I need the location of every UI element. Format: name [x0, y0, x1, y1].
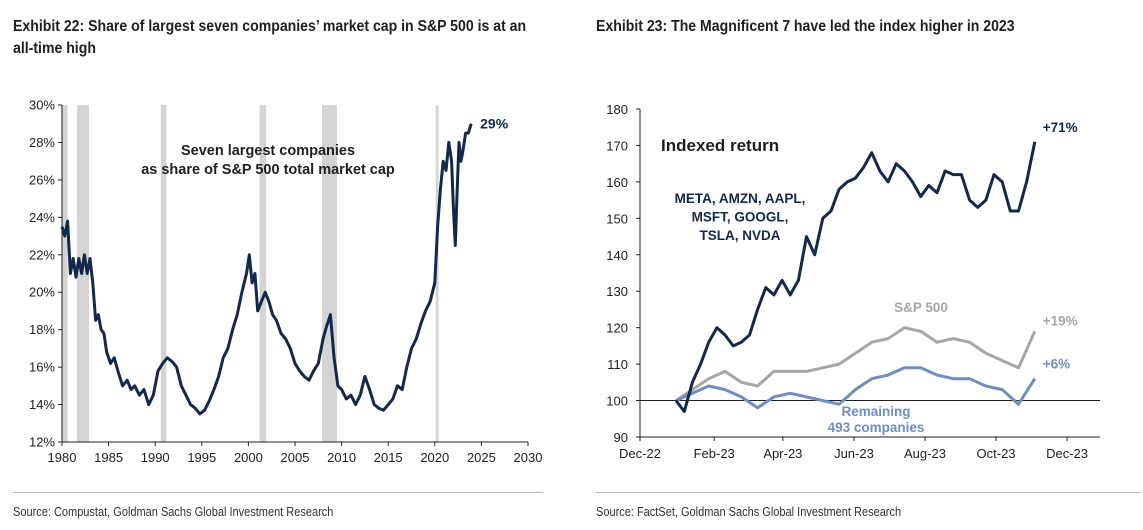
y-tick-label: 14%	[29, 397, 55, 412]
x-tick-label: Oct-23	[977, 446, 1016, 461]
y-tick-label: 100	[606, 394, 628, 409]
y-tick-label: 90	[614, 430, 628, 445]
y-tick-label: 30%	[29, 98, 55, 113]
y-tick-label: 22%	[29, 247, 55, 262]
x-tick-label: 1980	[48, 450, 77, 465]
y-tick-label: 24%	[29, 210, 55, 225]
recession-band	[62, 105, 68, 442]
x-tick-label: 2030	[514, 450, 543, 465]
remaining-493-end-label: +6%	[1043, 357, 1070, 372]
chart-subtitle: Indexed return	[661, 136, 779, 155]
exhibit-22-chart: 12% 14% 16% 18% 20% 22% 24% 26% 28% 30% 1980 1985 19…	[29, 98, 543, 466]
y-tick-label: 16%	[29, 360, 55, 375]
exhibit-22-source-rule	[13, 492, 543, 493]
exhibit-23-source-rule	[596, 492, 1141, 493]
y-tick-label: 130	[606, 284, 628, 299]
x-tick-label: 2020	[420, 450, 449, 465]
remaining-493-name-line: 493 companies	[828, 420, 925, 435]
exhibit-23-source: Source: FactSet, Goldman Sachs Global In…	[596, 505, 902, 519]
x-tick-label: Feb-23	[694, 446, 735, 461]
y-tick-label: 110	[607, 357, 628, 372]
x-tick-label: 1995	[187, 450, 216, 465]
x-tick-label: 2025	[467, 450, 496, 465]
sp500-line	[675, 326, 1037, 402]
magnificent-7-line	[674, 141, 1037, 413]
y-tick-label: 26%	[29, 172, 55, 187]
exhibit-22-panel: Exhibit 22: Share of largest seven compa…	[0, 0, 560, 530]
x-tick-label: 1985	[94, 450, 123, 465]
y-tick-label: 20%	[29, 285, 55, 300]
exhibit-23-title: Exhibit 23: The Magnificent 7 have led t…	[596, 18, 1015, 35]
recession-band	[259, 105, 267, 442]
magnificent-7-name-line: TSLA, NVDA	[700, 228, 781, 243]
x-tick-label: Jun-23	[834, 446, 874, 461]
y-tick-label: 160	[606, 175, 628, 190]
x-tick-label: 2015	[374, 450, 403, 465]
y-tick-label: 12%	[29, 435, 55, 450]
sp500-end-label: +19%	[1043, 313, 1078, 328]
annotation-line: Seven largest companies	[181, 143, 355, 159]
remaining-493-name-line: Remaining	[841, 404, 910, 419]
x-tick-label: 2005	[281, 450, 310, 465]
x-tick-label: Dec-22	[619, 446, 661, 461]
end-value-label: 29%	[480, 116, 509, 132]
annotation-line: as share of S&P 500 total market cap	[141, 162, 395, 178]
y-tick-label: 180	[606, 102, 628, 117]
y-tick-label: 18%	[29, 322, 55, 337]
market-cap-share-line	[60, 123, 473, 416]
x-tick-label: Apr-23	[763, 446, 802, 461]
y-tick-label: 28%	[29, 135, 55, 150]
x-tick-label: 2010	[327, 450, 356, 465]
y-tick-label: 140	[606, 248, 628, 263]
magnificent-7-name-line: MSFT, GOOGL,	[692, 210, 789, 225]
x-tick-label: 1990	[141, 450, 170, 465]
exhibit-22-title: Exhibit 22: Share of largest seven compa…	[13, 18, 527, 57]
x-tick-label: 2000	[234, 450, 263, 465]
y-tick-label: 170	[606, 138, 628, 153]
recession-band	[160, 105, 167, 442]
sp500-name-label: S&P 500	[894, 300, 948, 315]
y-tick-label: 120	[606, 321, 628, 336]
magnificent-7-end-label: +71%	[1043, 120, 1078, 135]
magnificent-7-name-line: META, AMZN, AAPL,	[675, 191, 806, 206]
recession-band	[435, 105, 439, 442]
exhibit-23-panel: Exhibit 23: The Magnificent 7 have led t…	[583, 0, 1143, 530]
x-tick-label: Aug-23	[904, 446, 946, 461]
exhibit-22-source: Source: Compustat, Goldman Sachs Global …	[13, 505, 334, 519]
remaining-493-line	[675, 366, 1037, 410]
x-tick-label: Dec-23	[1046, 446, 1088, 461]
exhibit-23-chart: 90 100 110 120 130 140 150 160 170 180 Dec-22 Feb-2…	[606, 102, 1100, 461]
y-tick-label: 150	[606, 211, 628, 226]
